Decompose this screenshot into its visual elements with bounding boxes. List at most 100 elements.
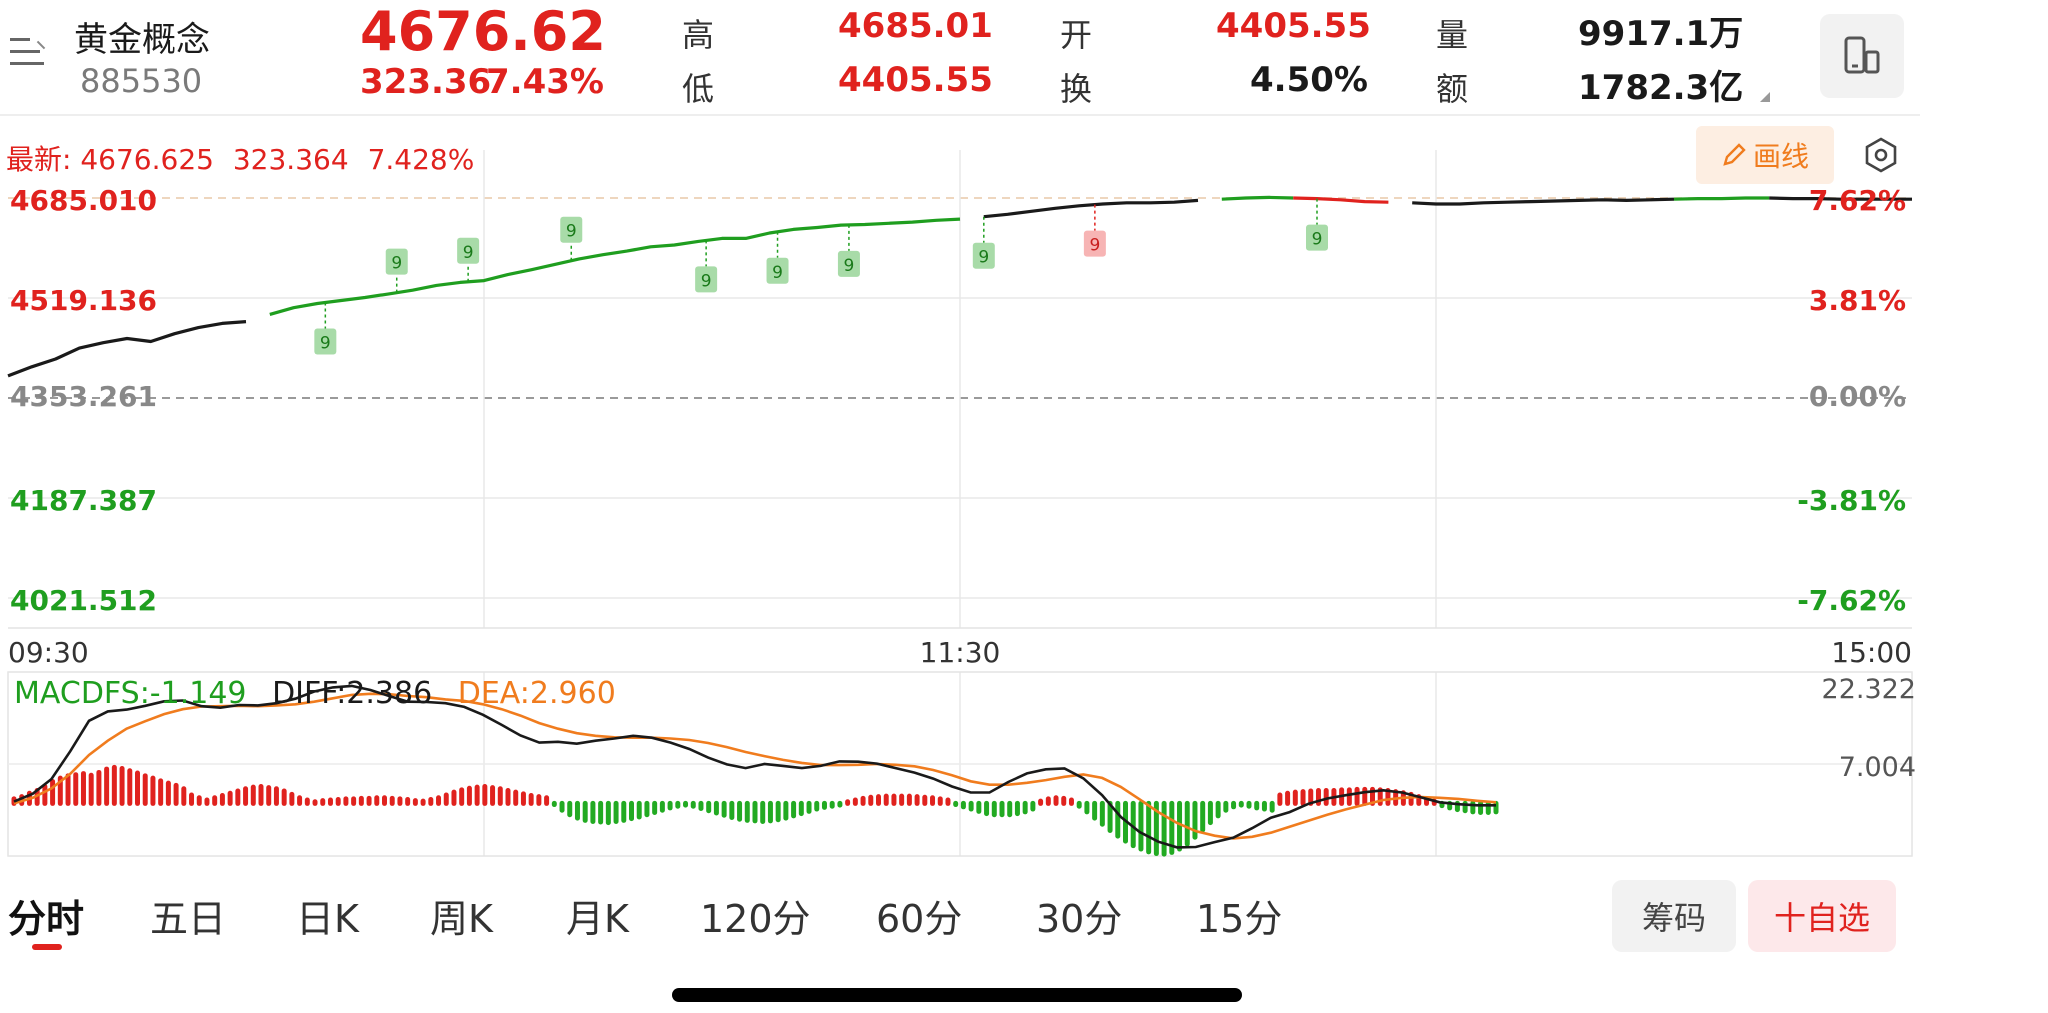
diff-line [13, 684, 1496, 849]
price-line-segment [1412, 197, 1675, 206]
pencil-icon [1723, 143, 1746, 166]
price-change-pct: 7.43% [486, 62, 604, 102]
chips-button[interactable]: 筹码 [1612, 880, 1736, 952]
price-axis-label: 4353.261 [10, 380, 157, 413]
signal-marker: 9 [560, 216, 583, 261]
signal-marker-label: 9 [701, 271, 712, 291]
macd-legend: MACDFS:-1.149 DIFF:2.386 DEA:2.960 [14, 676, 616, 711]
draw-line-button[interactable]: 画线 [1696, 126, 1834, 184]
draw-line-label: 画线 [1752, 140, 1809, 173]
signal-marker: 9 [695, 240, 718, 293]
signal-marker: 9 [766, 231, 789, 284]
pct-axis-label: 3.81% [1809, 284, 1906, 317]
signal-marker-badge [457, 237, 480, 264]
pct-axis-label: -7.62% [1797, 584, 1906, 617]
quote-value-amount: 1782.3亿 [1578, 68, 1744, 108]
price-line-segment [1293, 196, 1389, 204]
latest-label: 最新: [6, 143, 72, 176]
stock-name: 黄金概念 [74, 20, 210, 60]
tab-30min[interactable]: 30分 [1036, 897, 1123, 941]
signal-marker-badge [837, 250, 860, 277]
current-price: 4676.62 [360, 0, 606, 63]
time-axis-label: 09:30 [8, 636, 89, 669]
signal-marker-label: 9 [772, 263, 783, 283]
macdfs-legend: MACDFS:-1.149 [14, 676, 247, 711]
quote-label-turnover: 换 [1060, 70, 1093, 108]
time-axis-label: 11:30 [920, 636, 1001, 669]
signal-marker-badge [385, 248, 408, 275]
indicator-settings-button[interactable] [1862, 136, 1900, 178]
signal-marker-badge [560, 216, 583, 243]
tab-monthly-k[interactable]: 月K [566, 897, 629, 941]
tab-intraday[interactable]: 分时 [8, 897, 85, 941]
price-axis-label: 4021.512 [10, 584, 157, 617]
signal-marker: 9 [457, 237, 480, 282]
signal-marker-label: 9 [1312, 230, 1323, 250]
tab-15min[interactable]: 15分 [1196, 897, 1283, 941]
home-indicator [672, 988, 1242, 1002]
price-line-segment [269, 217, 961, 316]
corner-arrow-icon [1760, 92, 1770, 102]
stock-code: 885530 [80, 62, 203, 100]
signal-marker: 9 [1306, 198, 1328, 251]
quote-label-low: 低 [682, 70, 715, 108]
tab-120min[interactable]: 120分 [700, 897, 811, 941]
pct-axis-label: 7.62% [1809, 184, 1906, 217]
signal-marker: 9 [837, 224, 860, 277]
quote-value-volume: 9917.1万 [1578, 14, 1744, 54]
quote-value-open: 4405.55 [1216, 6, 1371, 46]
diff-legend: DIFF:2.386 [272, 676, 433, 711]
quote-value-high: 4685.01 [838, 6, 993, 46]
signal-marker: 9 [972, 216, 995, 269]
pct-axis-label: 0.00% [1809, 380, 1906, 413]
signal-marker-badge [1306, 224, 1328, 251]
signal-marker-label: 9 [566, 222, 577, 242]
quote-label-amount: 额 [1436, 70, 1469, 108]
signal-marker-label: 9 [391, 254, 402, 274]
signal-marker-badge [1083, 230, 1106, 257]
signal-marker-label: 9 [978, 248, 989, 268]
price-line-segment [983, 198, 1199, 219]
price-line-segment [1673, 196, 1770, 201]
price-axis-label: 4685.010 [10, 184, 157, 217]
macd-axis-label: 7.004 [1839, 752, 1916, 783]
price-axis-label: 4187.387 [10, 484, 157, 517]
quote-label-volume: 量 [1436, 16, 1469, 54]
signal-marker: 9 [314, 302, 337, 355]
latest-price: 4676.625 [80, 143, 214, 176]
latest-change-pct: 7.428% [367, 143, 475, 176]
pct-axis-label: -3.81% [1797, 484, 1906, 517]
price-line-segment [7, 320, 247, 378]
price-change: 323.36 [360, 62, 492, 102]
signal-marker-label: 9 [320, 334, 331, 354]
signal-marker-label: 9 [844, 256, 855, 276]
latest-info: 最新: 4676.625 323.364 7.428% [6, 138, 474, 178]
header-divider [0, 114, 1920, 116]
menu-icon[interactable] [6, 34, 46, 70]
quote-value-low: 4405.55 [838, 60, 993, 100]
dea-legend: DEA:2.960 [457, 676, 616, 711]
price-line-segment [1221, 195, 1294, 201]
tab-five-day[interactable]: 五日 [150, 897, 227, 941]
device-switch-button[interactable] [1820, 14, 1904, 98]
tab-weekly-k[interactable]: 周K [430, 897, 493, 941]
signal-marker-badge [972, 242, 995, 269]
hexagon-settings-icon [1865, 137, 1897, 173]
latest-change: 323.364 [232, 143, 349, 176]
device-switch-icon [1844, 36, 1880, 74]
tab-60min[interactable]: 60分 [876, 897, 963, 941]
signal-marker: 9 [385, 248, 408, 293]
price-axis-label: 4519.136 [10, 284, 157, 317]
quote-label-open: 开 [1060, 16, 1093, 54]
macd-axis-label: 22.322 [1822, 674, 1916, 705]
signal-marker-label: 9 [1089, 236, 1100, 256]
tab-daily-k[interactable]: 日K [296, 897, 359, 941]
signal-marker-badge [314, 328, 337, 355]
time-axis-label: 15:00 [1831, 636, 1912, 669]
signal-marker-label: 9 [463, 243, 474, 263]
quote-value-turnover: 4.50% [1250, 60, 1368, 100]
signal-marker-badge [766, 257, 789, 284]
add-watchlist-button[interactable]: 十自选 [1748, 880, 1896, 952]
price-line-segment [1769, 196, 1912, 201]
